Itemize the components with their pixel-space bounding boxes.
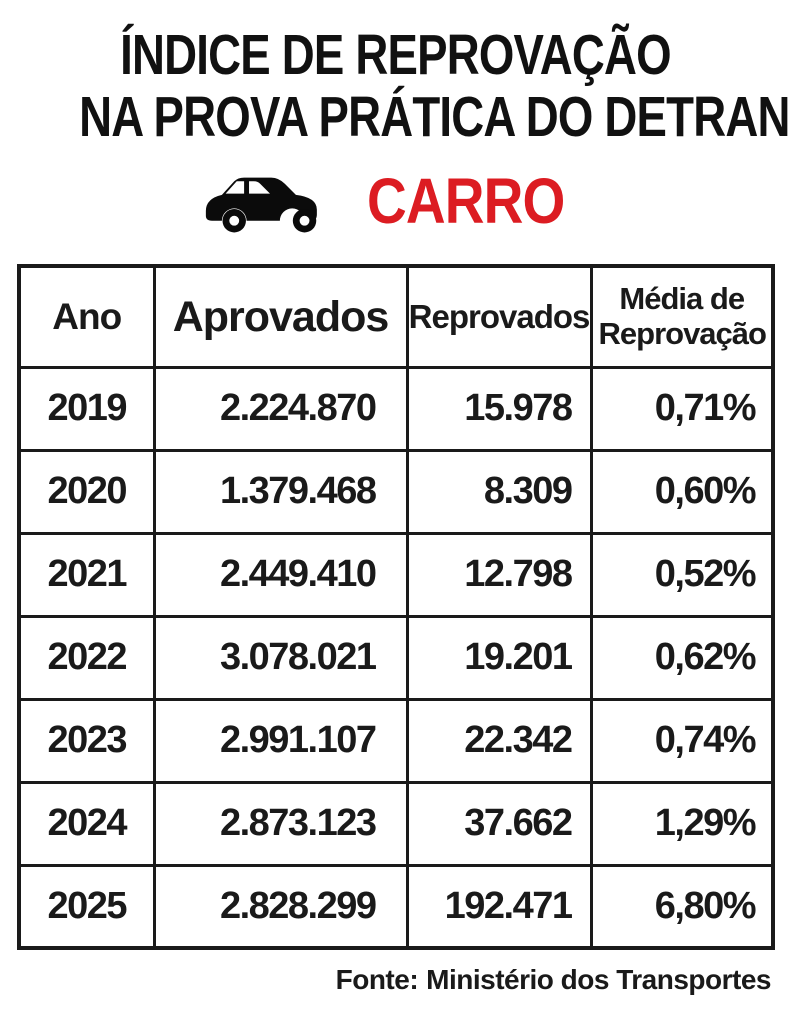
- failed-cell: 12.798: [405, 531, 593, 618]
- year-cell: 2021: [17, 531, 156, 618]
- table-row: 2020 1.379.468 8.309 0,60%: [17, 448, 775, 535]
- table-row: 2023 2.991.107 22.342 0,74%: [17, 697, 775, 784]
- table-row: 2025 2.828.299 192.471 6,80%: [17, 863, 775, 950]
- rate-cell: 0,60%: [589, 448, 775, 535]
- rate-cell: 0,52%: [589, 531, 775, 618]
- column-header-media-reprovacao: Média de Reprovação: [589, 264, 775, 369]
- approved-cell: 2.873.123: [152, 780, 409, 867]
- table-row: 2024 2.873.123 37.662 1,29%: [17, 780, 775, 867]
- title-line-1: ÍNDICE DE REPROVAÇÃO: [120, 23, 671, 87]
- approved-cell: 3.078.021: [152, 614, 409, 701]
- vehicle-header: CARRO: [0, 162, 791, 240]
- failed-cell: 192.471: [405, 863, 593, 950]
- source-attribution: Fonte: Ministério dos Transportes: [0, 964, 772, 996]
- source-name: Ministério dos Transportes: [426, 964, 771, 996]
- car-icon: [205, 177, 317, 233]
- approved-cell: 2.991.107: [152, 697, 409, 784]
- page-title: ÍNDICE DE REPROVAÇÃO NA PROVA PRÁTICA DO…: [79, 23, 790, 150]
- approved-cell: 2.224.870: [152, 365, 409, 452]
- approved-cell: 2.449.410: [152, 531, 409, 618]
- approved-cell: 1.379.468: [152, 448, 409, 535]
- year-cell: 2024: [17, 780, 156, 867]
- year-cell: 2025: [17, 863, 156, 950]
- source-label: Fonte:: [335, 964, 419, 996]
- rate-cell: 1,29%: [589, 780, 775, 867]
- table-row: 2019 2.224.870 15.978 0,71%: [17, 365, 775, 452]
- year-cell: 2022: [17, 614, 156, 701]
- column-header-reprovados: Reprovados: [405, 264, 593, 369]
- rate-cell: 0,71%: [589, 365, 775, 452]
- table-header-row: Ano Aprovados Reprovados Média de Reprov…: [17, 264, 775, 369]
- rate-cell: 0,74%: [589, 697, 775, 784]
- column-header-aprovados: Aprovados: [152, 264, 409, 369]
- table-row: 2021 2.449.410 12.798 0,52%: [17, 531, 775, 618]
- failed-cell: 15.978: [405, 365, 593, 452]
- failed-cell: 19.201: [405, 614, 593, 701]
- rate-cell: 6,80%: [589, 863, 775, 950]
- failed-cell: 22.342: [405, 697, 593, 784]
- year-cell: 2023: [17, 697, 156, 784]
- year-cell: 2020: [17, 448, 156, 535]
- table-row: 2022 3.078.021 19.201 0,62%: [17, 614, 775, 701]
- results-table: Ano Aprovados Reprovados Média de Reprov…: [17, 264, 775, 951]
- failed-cell: 8.309: [405, 448, 593, 535]
- title-line-2: NA PROVA PRÁTICA DO DETRAN: [79, 85, 790, 150]
- year-cell: 2019: [17, 365, 156, 452]
- column-header-ano: Ano: [17, 264, 156, 369]
- approved-cell: 2.828.299: [152, 863, 409, 950]
- vehicle-label: CARRO: [366, 165, 565, 238]
- rate-cell: 0,62%: [589, 614, 775, 701]
- failed-cell: 37.662: [405, 780, 593, 867]
